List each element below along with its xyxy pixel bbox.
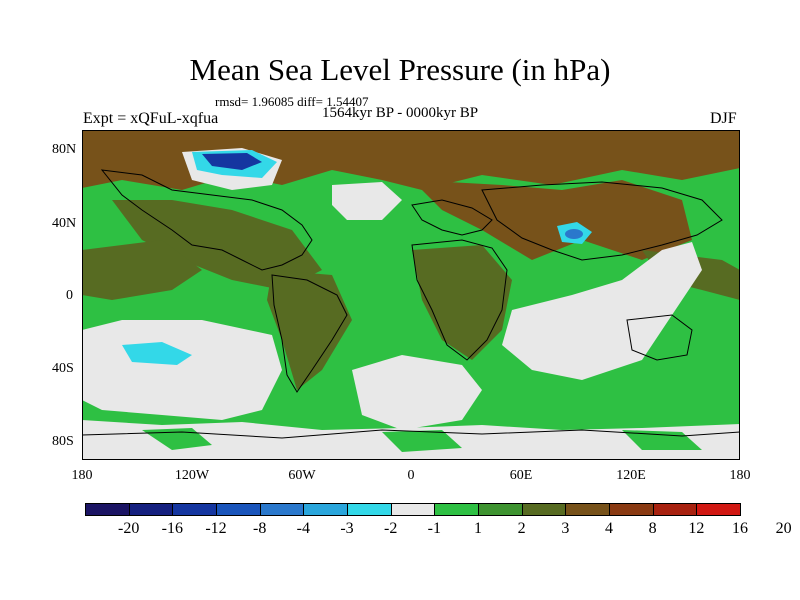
colorbar-label: 4 — [605, 520, 613, 537]
antarctic-patches — [142, 428, 702, 452]
pressure-map — [82, 130, 740, 460]
lat-label-80s: 80S — [52, 434, 74, 449]
colorbar-swatch — [434, 503, 479, 516]
colorbar-swatch — [172, 503, 217, 516]
colorbar-swatch — [259, 503, 305, 516]
colorbar-swatch — [303, 503, 348, 516]
coast-australia — [626, 314, 693, 361]
colorbar-label: -16 — [161, 520, 183, 537]
lon-label-180e: 180 — [729, 468, 751, 483]
colorbar-label: 1 — [474, 520, 482, 537]
colorbar-label: 20 — [775, 520, 792, 537]
colorbar-swatch — [521, 503, 567, 516]
colorbar-swatch — [565, 503, 610, 516]
colorbar-label: 8 — [648, 520, 657, 537]
lon-label-0: 0 — [407, 468, 415, 483]
colorbar-label: -3 — [340, 520, 354, 537]
colorbar-label: -20 — [117, 520, 140, 537]
south-pacific-low-zone — [82, 320, 282, 420]
eurasia-high-zone — [412, 180, 692, 260]
coast-europe — [411, 199, 493, 236]
colorbar-swatch — [85, 503, 130, 516]
lon-label-180w: 180 — [71, 468, 93, 483]
indian-ocean-low-zone — [502, 242, 702, 380]
colorbar-label: 12 — [688, 520, 705, 537]
colorbar-label: -1 — [427, 520, 441, 537]
south-atlantic-low-zone — [352, 355, 482, 430]
map-frame — [82, 130, 740, 460]
na-moderate-zone — [112, 200, 322, 290]
coastlines — [82, 169, 740, 439]
season-label: DJF — [710, 110, 737, 127]
colorbar-label: -2 — [383, 520, 398, 537]
coast-antarctica — [82, 429, 740, 439]
lat-label-0: 0 — [66, 288, 73, 303]
coast-africa — [411, 239, 508, 361]
colorbar-label: -8 — [252, 520, 267, 537]
colorbar-swatch — [216, 503, 261, 516]
pacific-moderate-zone — [82, 240, 202, 300]
colorbar-label: -12 — [205, 520, 227, 537]
lon-label-60e: 60E — [509, 468, 533, 483]
colorbar-label: -4 — [296, 520, 310, 537]
experiment-label: Expt = xQFuL-xqfua — [83, 110, 219, 127]
south-pacific-minimum — [122, 342, 192, 365]
africa-moderate-zone — [412, 245, 512, 360]
coast-asia — [481, 181, 723, 261]
colorbar-swatch — [652, 503, 698, 516]
colorbar-swatch — [478, 503, 523, 516]
period-label: 1564kyr BP - 0000kyr BP — [322, 105, 479, 121]
tibet-deep-minimum — [565, 229, 583, 239]
arctic-canada-deep-minimum — [202, 153, 262, 170]
lat-label-40n: 40N — [52, 216, 77, 231]
colorbar-label: 2 — [517, 520, 526, 537]
colorbar-swatch — [347, 503, 392, 516]
lon-label-120e: 120E — [616, 468, 646, 483]
coast-north-america — [100, 169, 313, 271]
lat-label-40s: 40S — [52, 361, 74, 376]
colorbar-label: 16 — [732, 520, 748, 537]
lat-label-80n: 80N — [52, 142, 77, 157]
colorbar-swatch — [609, 503, 654, 516]
colorbar-swatch — [128, 503, 174, 516]
stats-line: rmsd= 1.96085 diff= 1.54407 — [215, 94, 369, 109]
coast-south-america — [271, 274, 348, 393]
colorbar-swatch — [696, 503, 741, 516]
colorbar-label: 3 — [561, 520, 570, 537]
lon-label-60w: 60W — [288, 468, 316, 483]
north-atlantic-low-zone — [332, 182, 402, 220]
lon-label-120w: 120W — [174, 468, 210, 483]
plot-title: Mean Sea Level Pressure (in hPa) — [189, 52, 611, 87]
sa-moderate-zone — [267, 270, 352, 390]
colorbar-swatch — [390, 503, 436, 516]
